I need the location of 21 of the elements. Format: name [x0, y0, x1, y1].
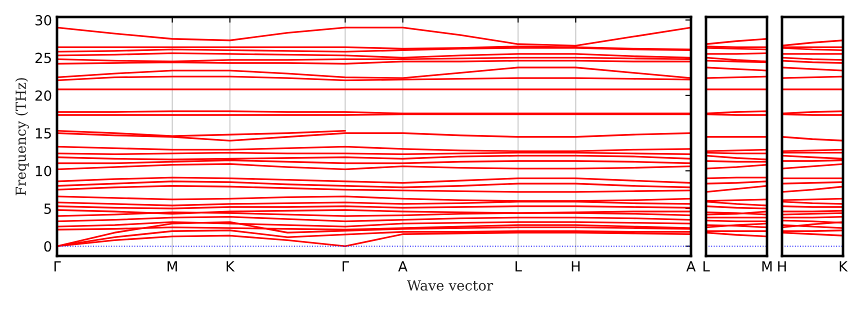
x-tick-label: H: [572, 261, 580, 272]
x-tick-label: M: [168, 261, 177, 272]
x-axis-title: Wave vector: [406, 280, 494, 291]
x-tick-label: A: [398, 261, 408, 272]
x-tick-label: A: [686, 261, 696, 272]
y-tick-label: 0: [44, 241, 52, 252]
x-tick-label: H: [778, 261, 786, 272]
y-axis-title: Frequency (THz): [15, 78, 29, 196]
x-tick-label: Γ: [342, 261, 349, 272]
y-tick-label: 5: [44, 204, 51, 214]
y-tick-label: 25: [35, 52, 51, 64]
x-tick-label: L: [516, 261, 522, 272]
x-tick-label: M: [762, 261, 772, 272]
y-tick-label: 20: [35, 90, 52, 101]
x-tick-label: Γ: [54, 261, 61, 272]
y-tick-label: 30: [36, 14, 52, 26]
x-tick-label: L: [703, 261, 710, 272]
x-tick-label: K: [840, 261, 848, 272]
x-tick-label: K: [226, 261, 235, 272]
y-tick-label: 15: [36, 128, 51, 139]
y-tick-label: 10: [36, 166, 52, 176]
